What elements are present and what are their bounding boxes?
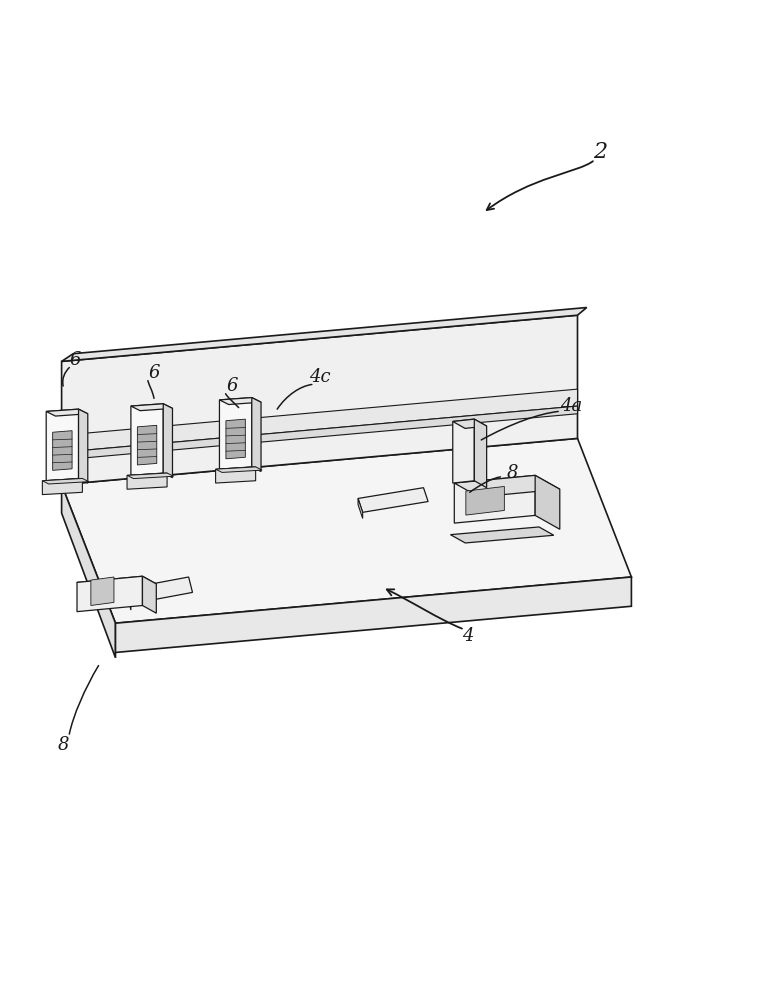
Polygon shape [454,475,535,523]
Polygon shape [137,425,157,465]
Polygon shape [62,485,116,658]
Polygon shape [62,389,578,452]
Polygon shape [116,577,631,652]
Polygon shape [127,473,173,479]
Polygon shape [219,398,252,469]
Polygon shape [127,473,167,489]
Polygon shape [62,315,578,485]
Text: 6: 6 [227,377,238,395]
Text: 8: 8 [58,736,69,754]
Text: 4c: 4c [309,368,330,386]
Polygon shape [46,409,88,416]
FancyArrowPatch shape [69,666,99,734]
Polygon shape [219,398,261,405]
Polygon shape [466,486,504,515]
FancyArrowPatch shape [387,589,462,629]
Polygon shape [453,419,474,483]
FancyArrowPatch shape [277,384,312,409]
Text: 8: 8 [507,464,517,482]
Polygon shape [127,589,131,610]
Polygon shape [62,406,578,460]
Polygon shape [474,419,487,488]
Polygon shape [216,467,262,472]
FancyArrowPatch shape [481,411,558,440]
Polygon shape [42,478,82,495]
Polygon shape [142,576,156,613]
Polygon shape [454,475,560,497]
FancyArrowPatch shape [487,161,593,210]
Polygon shape [535,475,560,529]
Polygon shape [358,488,428,512]
Polygon shape [358,498,363,518]
Polygon shape [131,404,163,475]
Text: 6: 6 [149,364,159,382]
FancyArrowPatch shape [226,394,239,408]
Polygon shape [163,404,172,478]
Polygon shape [62,438,631,623]
Text: 2: 2 [594,141,608,163]
Polygon shape [46,409,79,481]
Polygon shape [77,576,142,612]
Polygon shape [52,431,72,470]
Polygon shape [131,404,172,411]
Text: 6: 6 [70,351,81,369]
Polygon shape [77,576,156,590]
Polygon shape [79,409,88,483]
Polygon shape [450,527,554,543]
Polygon shape [226,419,246,459]
Polygon shape [62,308,587,361]
Polygon shape [453,419,487,428]
FancyArrowPatch shape [62,368,69,386]
Text: 4: 4 [463,627,474,645]
FancyArrowPatch shape [148,381,154,398]
Polygon shape [216,467,256,483]
Polygon shape [42,478,89,484]
Polygon shape [252,398,261,472]
FancyArrowPatch shape [470,477,500,492]
Text: 4a: 4a [561,397,582,415]
Polygon shape [91,577,114,605]
Polygon shape [127,577,192,604]
